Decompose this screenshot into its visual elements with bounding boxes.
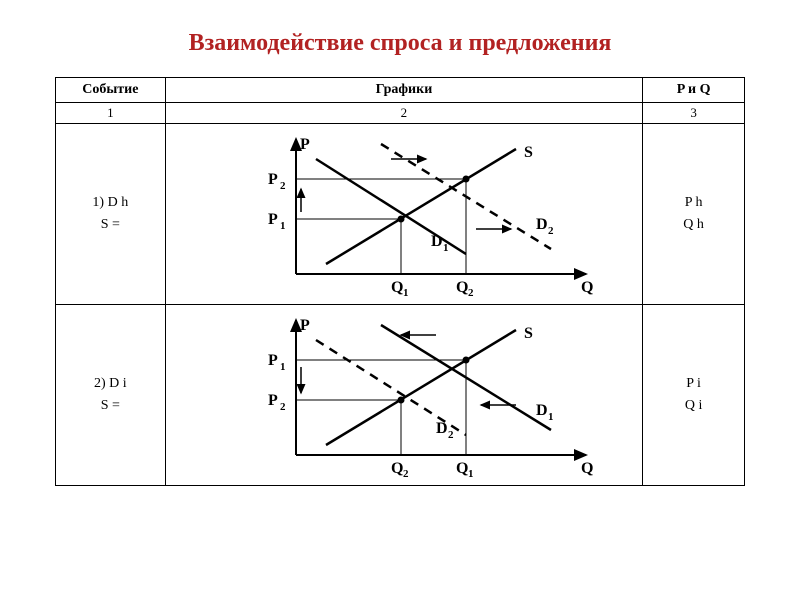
event-cell-2: 2) D i S = bbox=[56, 305, 166, 486]
supply-demand-graph-1: PQSD1D2P1Q1P2Q2 bbox=[166, 124, 636, 304]
main-table: Событие Графики P и Q 1 2 3 1) D h S = P… bbox=[55, 77, 745, 486]
svg-text:2: 2 bbox=[468, 287, 474, 299]
num-1: 1 bbox=[56, 103, 166, 124]
svg-text:D: D bbox=[431, 233, 443, 250]
svg-text:2: 2 bbox=[448, 429, 454, 441]
svg-text:1: 1 bbox=[403, 287, 409, 299]
svg-text:P: P bbox=[300, 317, 310, 334]
svg-text:1: 1 bbox=[468, 468, 474, 480]
svg-text:1: 1 bbox=[443, 242, 449, 254]
graph-cell-1: PQSD1D2P1Q1P2Q2 bbox=[165, 124, 643, 305]
svg-text:2: 2 bbox=[280, 180, 286, 192]
svg-text:2: 2 bbox=[403, 468, 409, 480]
svg-text:D: D bbox=[536, 402, 548, 419]
svg-text:Q: Q bbox=[581, 460, 593, 477]
svg-text:P: P bbox=[268, 211, 278, 228]
supply-demand-graph-2: PQSD1D2P1Q1P2Q2 bbox=[166, 305, 636, 485]
num-2: 2 bbox=[165, 103, 643, 124]
svg-text:1: 1 bbox=[280, 220, 286, 232]
header-row: Событие Графики P и Q bbox=[56, 78, 745, 103]
header-pq: P и Q bbox=[643, 78, 745, 103]
svg-text:P: P bbox=[268, 352, 278, 369]
table-row: 1) D h S = PQSD1D2P1Q1P2Q2 P h Q h bbox=[56, 124, 745, 305]
svg-text:2: 2 bbox=[548, 225, 554, 237]
svg-text:Q: Q bbox=[391, 460, 403, 477]
header-event: Событие bbox=[56, 78, 166, 103]
svg-text:P: P bbox=[268, 392, 278, 409]
header-graphs: Графики bbox=[165, 78, 643, 103]
svg-text:D: D bbox=[536, 216, 548, 233]
svg-text:D: D bbox=[436, 420, 448, 437]
svg-text:P: P bbox=[300, 136, 310, 153]
svg-text:P: P bbox=[268, 171, 278, 188]
svg-text:S: S bbox=[524, 144, 533, 161]
svg-text:2: 2 bbox=[280, 401, 286, 413]
graph-cell-2: PQSD1D2P1Q1P2Q2 bbox=[165, 305, 643, 486]
svg-text:Q: Q bbox=[456, 279, 468, 296]
table-row: 2) D i S = PQSD1D2P1Q1P2Q2 P i Q i bbox=[56, 305, 745, 486]
svg-text:Q: Q bbox=[391, 279, 403, 296]
page-title: Взаимодействие спроса и предложения bbox=[0, 0, 800, 77]
result-cell-2: P i Q i bbox=[643, 305, 745, 486]
svg-text:Q: Q bbox=[581, 279, 593, 296]
number-row: 1 2 3 bbox=[56, 103, 745, 124]
result-cell-1: P h Q h bbox=[643, 124, 745, 305]
svg-text:S: S bbox=[524, 325, 533, 342]
event-cell-1: 1) D h S = bbox=[56, 124, 166, 305]
num-3: 3 bbox=[643, 103, 745, 124]
svg-text:1: 1 bbox=[548, 411, 554, 423]
svg-text:1: 1 bbox=[280, 361, 286, 373]
svg-text:Q: Q bbox=[456, 460, 468, 477]
